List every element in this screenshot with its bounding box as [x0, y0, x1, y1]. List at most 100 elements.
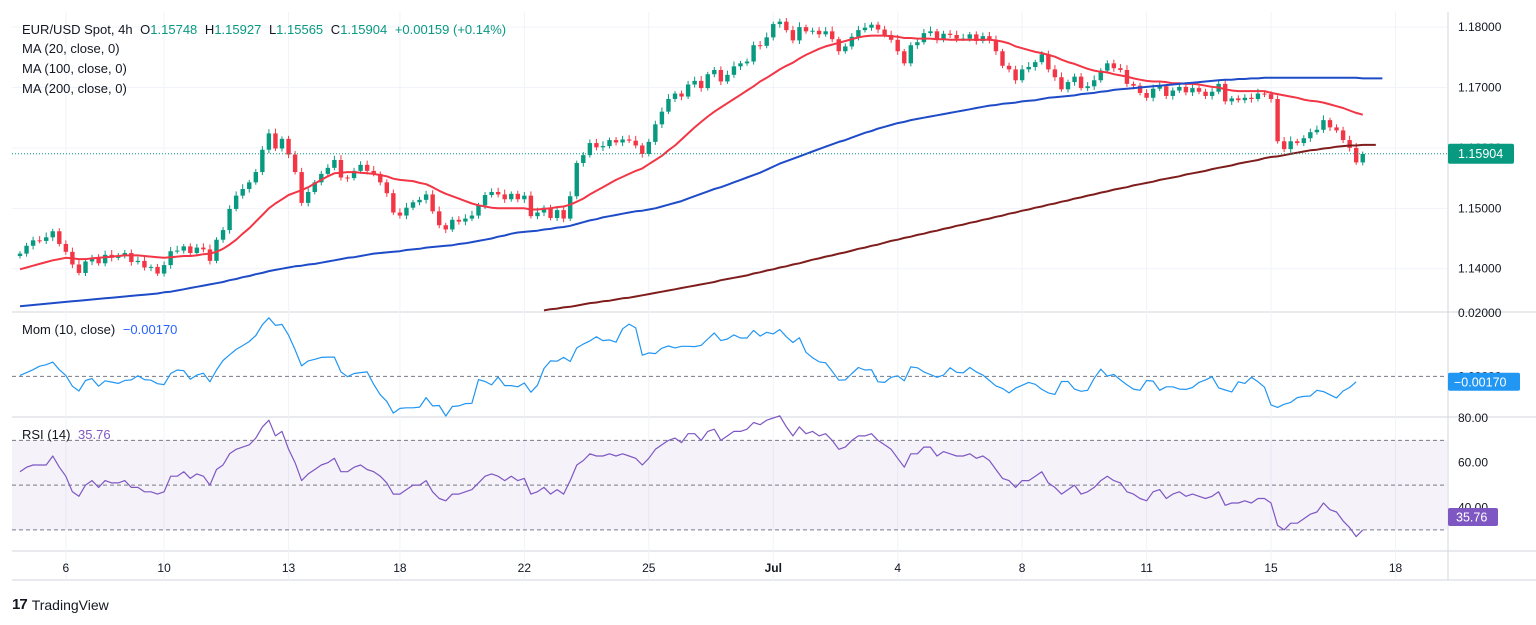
price-tick-label: 1.17000	[1458, 81, 1502, 95]
candle-body	[129, 253, 134, 263]
candle-body	[1360, 153, 1365, 163]
close-label: C	[330, 22, 341, 37]
candle-body	[1164, 86, 1169, 96]
candle-body	[666, 98, 671, 112]
tradingview-footer[interactable]: 17 TradingView	[12, 596, 109, 613]
candle-body	[1249, 97, 1254, 99]
candle-body	[1223, 83, 1228, 102]
candle-body	[227, 208, 232, 231]
candle-body	[220, 230, 226, 240]
time-tick-label: 22	[518, 561, 532, 575]
candle-body	[1321, 120, 1326, 130]
candle-body	[633, 140, 638, 146]
candle-body	[1098, 70, 1103, 81]
candle-body	[744, 61, 750, 64]
candle-body	[587, 143, 593, 156]
candle-body	[862, 27, 868, 31]
candle-body	[63, 243, 69, 252]
candle-body	[934, 31, 940, 40]
rsi-tick-label: 60.00	[1458, 456, 1488, 470]
candle-body	[823, 31, 828, 35]
candle-body	[712, 69, 717, 75]
candle-body	[50, 231, 55, 238]
candle-body	[548, 207, 553, 218]
candle-body	[836, 39, 841, 52]
candle-body	[1196, 88, 1202, 92]
candle-body	[181, 246, 186, 251]
momentum-line	[19, 317, 1357, 417]
high-value: 1.15927	[214, 22, 262, 37]
candle-body	[725, 74, 730, 82]
price-tick-label: 1.15000	[1458, 201, 1502, 215]
time-axis[interactable]: 6 10 13 18 22 25 Jul 4 8 11 15 18	[63, 561, 1403, 575]
candle-body	[233, 195, 239, 209]
candle-body	[476, 205, 481, 216]
candle-body	[1150, 88, 1156, 98]
candle-body	[699, 80, 704, 89]
candle-body	[1347, 140, 1352, 148]
candle-body	[856, 30, 861, 37]
candle-body	[849, 36, 855, 47]
ma100-legend[interactable]: MA (100, close, 0)	[22, 61, 127, 76]
candle-body	[312, 182, 317, 193]
candle-body	[954, 34, 959, 39]
time-tick-label: 4	[894, 561, 901, 575]
candle-body	[1013, 69, 1018, 81]
ma200-line	[543, 143, 1376, 312]
candle-body	[1085, 86, 1090, 89]
candle-body	[1242, 97, 1248, 101]
candle-body	[1295, 141, 1300, 144]
candle-body	[161, 265, 167, 274]
candle-body	[37, 240, 42, 242]
candle-body	[299, 172, 304, 203]
candle-body	[554, 210, 560, 218]
rsi-line	[19, 415, 1364, 538]
ohlc-legend: EUR/USD Spot, 4h O1.15748 H1.15927 L1.15…	[22, 22, 510, 37]
candle-body	[803, 27, 809, 32]
momentum-pane[interactable]	[12, 317, 1447, 417]
candle-body	[535, 212, 540, 217]
candle-body	[1255, 93, 1261, 99]
candle-body	[1203, 91, 1208, 96]
last-price-label: 1.15904	[1458, 147, 1503, 161]
price-pane[interactable]	[12, 18, 1447, 312]
time-tick-label: 25	[642, 561, 656, 575]
candle-body	[456, 219, 462, 222]
candle-body	[247, 182, 252, 189]
candle-body	[332, 159, 337, 168]
candle-body	[1340, 130, 1346, 141]
candle-body	[1105, 63, 1110, 71]
time-tick-label: Jul	[765, 561, 782, 575]
candle-body	[810, 30, 815, 32]
candle-body	[489, 192, 494, 196]
ma200-legend[interactable]: MA (200, close, 0)	[22, 81, 127, 96]
symbol-title[interactable]: EUR/USD Spot, 4h	[22, 22, 133, 37]
ma20-line	[19, 34, 1364, 271]
candle-body	[463, 218, 468, 222]
candle-body	[1301, 138, 1306, 144]
momentum-legend[interactable]: Mom (10, close) −0.00170	[22, 322, 181, 337]
candle-body	[771, 24, 776, 38]
last-price-tag	[1448, 143, 1514, 164]
candle-body	[188, 246, 193, 254]
candle-body	[207, 249, 213, 261]
candle-body	[155, 266, 160, 274]
rsi-pane[interactable]	[12, 415, 1447, 538]
candle-body	[410, 202, 416, 208]
candle-body	[947, 33, 953, 35]
candle-body	[83, 261, 88, 273]
candle-body	[391, 193, 396, 213]
candle-body	[784, 21, 789, 31]
candle-body	[1059, 77, 1064, 90]
candle-body	[96, 257, 101, 264]
candle-body	[607, 140, 612, 147]
momentum-tag	[1448, 372, 1520, 391]
candle-body	[875, 24, 881, 30]
candle-body	[692, 80, 697, 85]
candle-body	[1209, 91, 1215, 96]
ma20-legend[interactable]: MA (20, close, 0)	[22, 41, 120, 56]
rsi-legend[interactable]: RSI (14) 35.76	[22, 427, 115, 442]
candle-body	[738, 63, 743, 67]
price-axis[interactable]: 1.180001.170001.160001.150001.140001.159…	[1448, 20, 1520, 526]
